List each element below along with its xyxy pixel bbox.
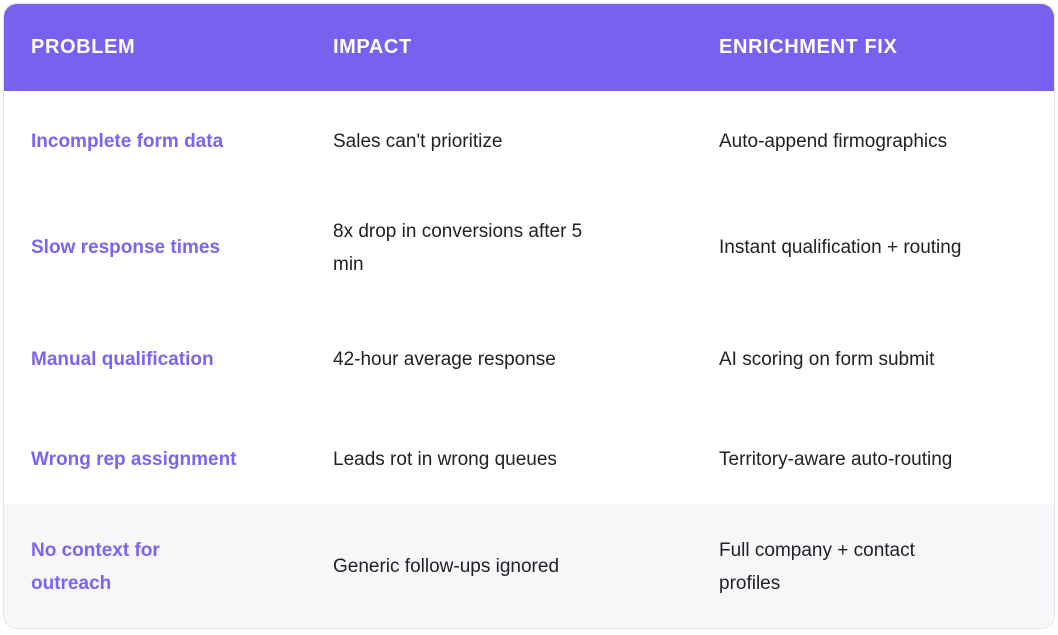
cell-problem: No context for outreach [31,539,160,594]
cell-problem: Incomplete form data [31,131,224,153]
cell-impact: Leads rot in wrong queues [333,449,557,471]
column-header-enrichment-fix: ENRICHMENT FIX [719,36,898,58]
cell-impact: Sales can't prioritize [333,131,503,153]
cell-fix: AI scoring on form submit [719,348,935,370]
column-header-problem: PROBLEM [31,36,136,58]
cell-problem: Slow response times [31,237,221,259]
table-row: Wrong rep assignment Leads rot in wrong … [4,416,1054,504]
cell-fix: Full company + contact profiles [719,539,915,594]
table-row: No context for outreach Generic follow-u… [4,504,1054,628]
table-header-row: PROBLEM IMPACT ENRICHMENT FIX [4,4,1054,91]
cell-impact: Generic follow-ups ignored [333,556,560,578]
cell-problem: Wrong rep assignment [31,449,237,471]
table-row: Manual qualification 42-hour average res… [4,303,1054,416]
cell-fix: Auto-append firmographics [719,131,948,153]
cell-fix: Territory-aware auto-routing [719,449,953,471]
table-row: Incomplete form data Sales can't priorit… [4,91,1054,193]
cell-impact: 8x drop in conversions after 5 min [333,220,583,275]
table-row: Slow response times 8x drop in conversio… [4,193,1054,303]
column-header-impact: IMPACT [333,36,412,58]
cell-problem: Manual qualification [31,348,214,370]
cell-fix: Instant qualification + routing [719,237,962,259]
cell-impact: 42-hour average response [333,348,556,370]
comparison-table-card: PROBLEM IMPACT ENRICHMENT FIX Incomplete… [3,3,1055,629]
